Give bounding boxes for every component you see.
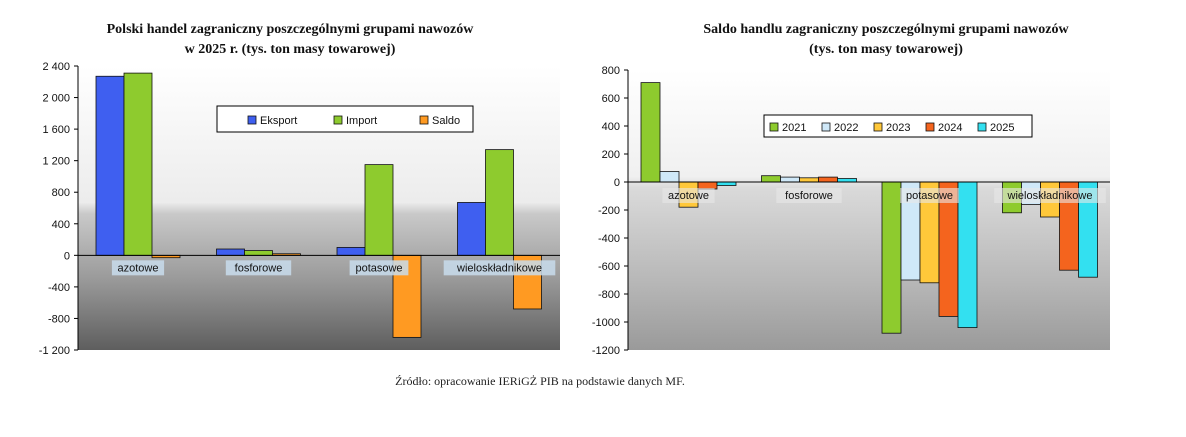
category-label-bg	[662, 188, 715, 203]
bar-fosforowe-2022	[780, 176, 800, 183]
chart-2-category-labels: azotowe fosforowe potasowe wieloskładnikowe	[662, 188, 1106, 203]
y-tick-label: -1 200	[39, 345, 70, 357]
y-tick-label: 400	[602, 121, 620, 133]
category-label-fosforowe: fosforowe	[235, 262, 283, 274]
legend-label-2023: 2023	[886, 122, 910, 134]
chart-1-y-ticks: -1 200 -800 -400 0 400 800 1 200 1 600 2 000 2 40…	[39, 61, 78, 357]
category-label-fosforowe: fosforowe	[785, 190, 833, 202]
chart-1-category-labels: azotowe fosforowe potasowe wieloskładnikowe	[111, 260, 556, 276]
chart-2-title-line-1: Saldo handlu zagraniczny poszczególnymi …	[703, 22, 1069, 37]
category-label-potasowe: potasowe	[355, 262, 402, 274]
category-label-bg	[900, 188, 959, 203]
bar-azotowe-2021	[640, 82, 661, 183]
bar-potasowe-2025	[957, 181, 978, 329]
category-label-bg	[443, 260, 556, 276]
bar-fosforowe-Eksport	[216, 248, 245, 256]
y-tick-label: -1200	[592, 345, 620, 357]
category-label-bg	[111, 260, 165, 276]
y-tick-label: 600	[602, 93, 620, 105]
y-tick-label: 2 000	[42, 93, 70, 105]
bar-wieloskładnikowe-Import	[485, 149, 514, 256]
y-tick-label: 0	[614, 177, 620, 189]
y-tick-label: 800	[52, 187, 70, 199]
source-note: Źródło: opracowanie IERiGŻ PIB na podsta…	[395, 374, 685, 388]
y-tick-label: -400	[48, 282, 70, 294]
category-label-bg	[349, 260, 409, 276]
legend-swatch-Eksport	[247, 115, 257, 125]
bar-fosforowe-2021	[761, 175, 781, 183]
chart-2-legend-box	[763, 114, 1033, 138]
legend-swatch-Saldo	[419, 115, 429, 125]
y-tick-label: 400	[52, 219, 70, 231]
chart-1-legend: Eksport Import Saldo	[216, 105, 474, 133]
bar-azotowe-Eksport	[95, 75, 125, 256]
legend-swatch-2021	[769, 122, 779, 132]
chart-2-plot-area	[628, 70, 1110, 350]
bar-fosforowe-2025	[837, 178, 857, 183]
y-tick-label: 200	[602, 149, 620, 161]
category-label-wieloskładnikowe: wieloskładnikowe	[1007, 190, 1093, 202]
y-tick-label: -1000	[592, 317, 620, 329]
legend-label-Eksport: Eksport	[260, 115, 297, 127]
category-label-wieloskładnikowe: wieloskładnikowe	[456, 262, 542, 274]
category-label-bg	[994, 188, 1106, 203]
legend-swatch-2022	[821, 122, 831, 132]
y-tick-label: -800	[48, 313, 70, 325]
bar-azotowe-Import	[123, 72, 153, 256]
chart-1-title-line-1: Polski handel zagraniczny poszczególnymi…	[107, 22, 475, 37]
legend-swatch-2025	[977, 122, 987, 132]
y-tick-label: 2 400	[42, 61, 70, 73]
legend-label-Import: Import	[346, 115, 377, 127]
legend-label-Saldo: Saldo	[432, 115, 460, 127]
y-tick-label: 1 200	[42, 156, 70, 168]
legend-label-2024: 2024	[938, 122, 962, 134]
bar-potasowe-Eksport	[336, 247, 366, 256]
bar-azotowe-2025	[716, 181, 737, 186]
legend-swatch-Import	[333, 115, 343, 125]
y-tick-label: -200	[598, 205, 620, 217]
bar-wieloskładnikowe-Eksport	[457, 202, 486, 256]
legend-swatch-2024	[925, 122, 935, 132]
category-label-bg	[776, 188, 842, 203]
chart-2-legend: 2021 2022 2023 2024 2025	[763, 114, 1033, 138]
y-tick-label: -800	[598, 289, 620, 301]
chart-1-legend-box	[216, 105, 474, 133]
chart-1: Polski handel zagraniczny poszczególnymi…	[39, 22, 560, 357]
legend-label-2025: 2025	[990, 122, 1014, 134]
category-label-azotowe: azotowe	[668, 190, 709, 202]
legend-swatch-2023	[873, 122, 883, 132]
bar-fosforowe-2024	[818, 176, 838, 183]
chart-2-title-line-2: (tys. ton masy towarowej)	[809, 42, 963, 57]
y-tick-label: -600	[598, 261, 620, 273]
y-tick-label: -400	[598, 233, 620, 245]
y-tick-label: 800	[602, 65, 620, 77]
y-tick-label: 0	[64, 250, 70, 262]
bar-potasowe-Import	[364, 164, 394, 256]
chart-2: Saldo handlu zagraniczny poszczególnymi …	[592, 22, 1110, 357]
bar-fosforowe-Import	[244, 250, 273, 256]
category-label-potasowe: potasowe	[906, 190, 953, 202]
bar-azotowe-2022	[659, 171, 680, 183]
bar-fosforowe-2023	[799, 177, 819, 183]
bar-azotowe-2024	[697, 181, 718, 190]
y-tick-label: 1 600	[42, 124, 70, 136]
bar-potasowe-2021	[881, 181, 902, 334]
chart-2-y-ticks: -1200 -1000 -800 -600 -400 -200 0 200 400 600 800	[592, 65, 628, 357]
chart-1-title-line-2: w 2025 r. (tys. ton masy towarowej)	[185, 42, 396, 57]
legend-label-2021: 2021	[782, 122, 806, 134]
category-label-azotowe: azotowe	[118, 262, 159, 274]
category-label-bg	[225, 260, 292, 276]
legend-label-2022: 2022	[834, 122, 858, 134]
